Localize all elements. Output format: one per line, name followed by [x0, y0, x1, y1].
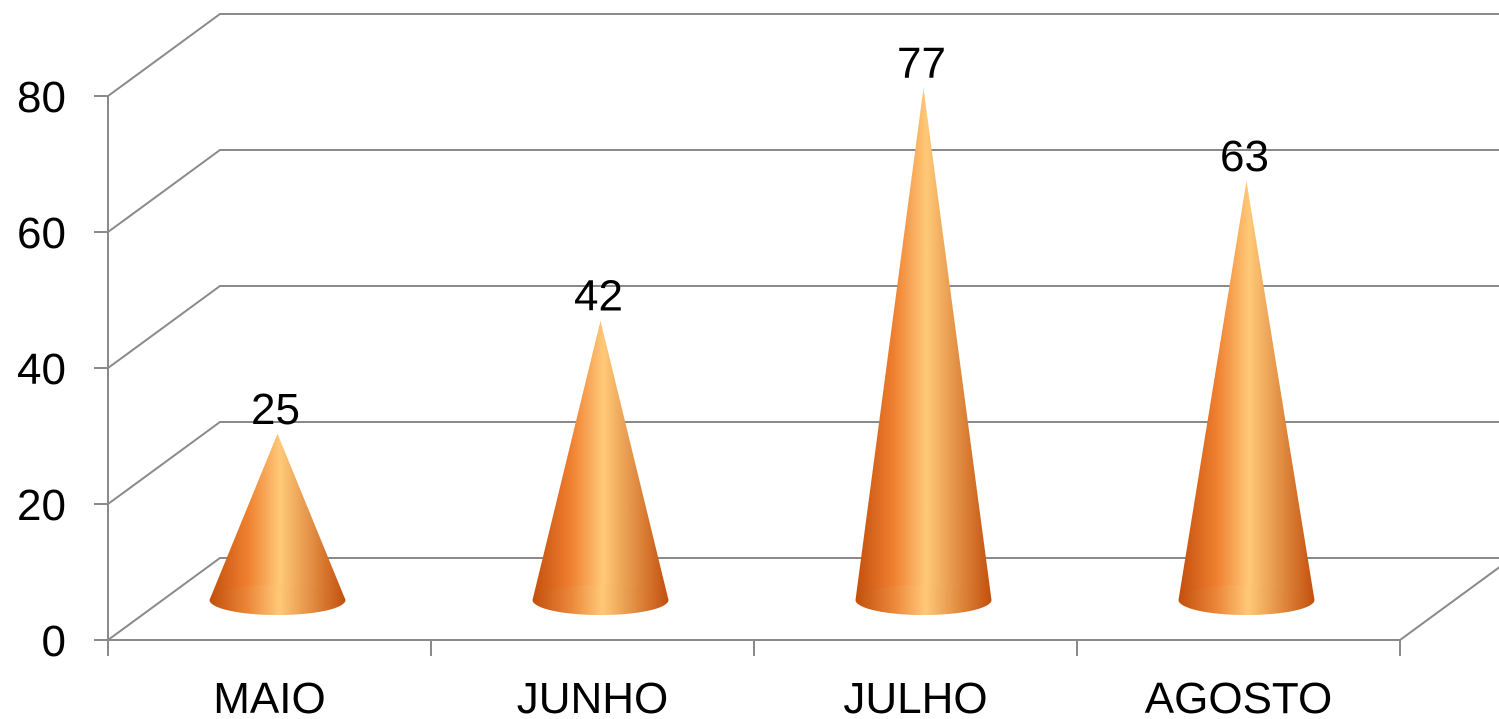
x-tick-label: JULHO: [843, 674, 987, 719]
cones: [209, 87, 1315, 616]
x-tick-label: JUNHO: [517, 674, 669, 719]
data-label: 25: [251, 385, 300, 434]
cone-body: [1178, 181, 1315, 616]
cone-junho: [532, 320, 669, 615]
cone-body: [855, 87, 992, 616]
cone-body: [532, 320, 669, 615]
gridline: [107, 285, 1499, 369]
axes: [94, 95, 1499, 656]
cone-body: [209, 433, 346, 616]
cone-julho: [855, 87, 992, 616]
y-tick-label: 60: [17, 209, 66, 258]
data-label: 42: [574, 272, 623, 321]
cone-base: [209, 585, 346, 615]
gridlines: [107, 13, 1499, 641]
data-label: 77: [897, 39, 946, 88]
gridline: [107, 557, 1499, 641]
y-tick-label: 0: [42, 617, 66, 666]
x-tick-label: AGOSTO: [1145, 674, 1332, 719]
y-tick-label: 80: [17, 73, 66, 122]
x-tick-label: MAIO: [213, 674, 325, 719]
data-label: 63: [1220, 132, 1269, 181]
cone-base: [855, 585, 992, 615]
cone-maio: [209, 433, 346, 616]
gridline: [107, 13, 1499, 97]
y-tick-label: 20: [17, 481, 66, 530]
y-tick-label: 40: [17, 345, 66, 394]
cone-agosto: [1178, 181, 1315, 616]
cone-base: [532, 585, 669, 615]
data-labels: 25 42 77 63: [251, 39, 1269, 434]
cone-base: [1178, 585, 1315, 615]
gridline: [107, 149, 1499, 233]
y-tick-labels: 0 20 40 60 80: [17, 73, 66, 666]
x-tick-labels: MAIO JUNHO JULHO AGOSTO: [213, 674, 1332, 719]
gridline: [107, 421, 1499, 505]
